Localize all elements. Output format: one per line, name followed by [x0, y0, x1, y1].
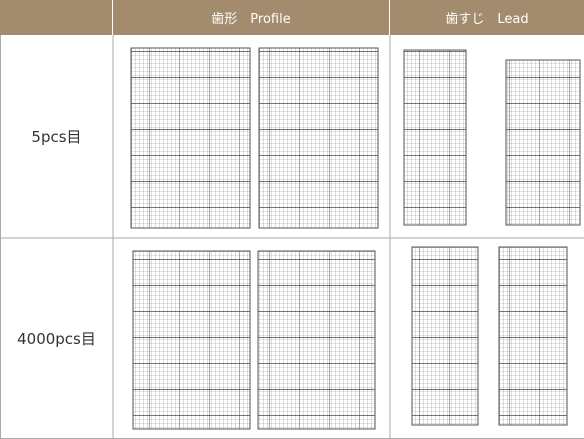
header-corner: [0, 0, 113, 35]
column-header: 歯すじ Lead: [390, 0, 584, 35]
column-header: 歯形 Profile: [113, 0, 390, 35]
row-header: 5pcs目: [31, 128, 82, 146]
row-header: 4000pcs目: [17, 330, 96, 348]
measurement-chart: [130, 47, 581, 430]
